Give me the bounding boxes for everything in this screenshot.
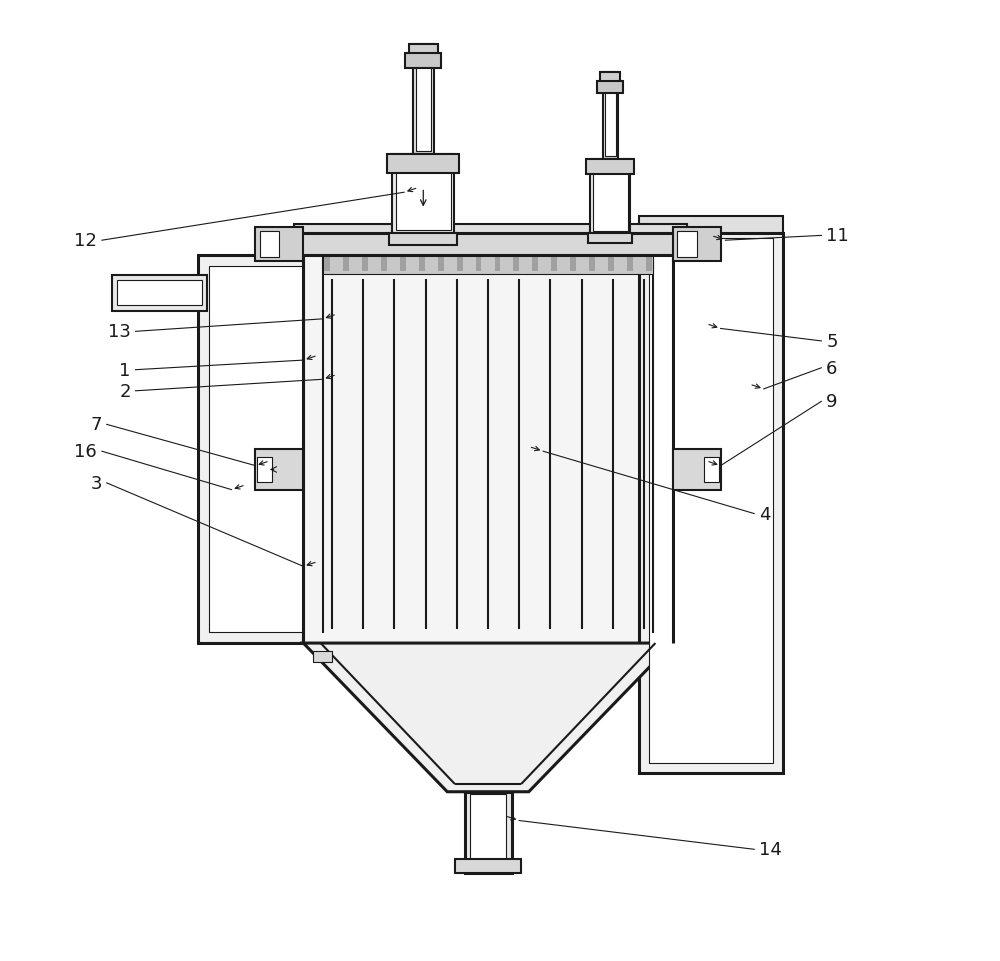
- Text: 5: 5: [826, 333, 838, 351]
- Bar: [392, 155, 454, 234]
- Bar: [673, 256, 764, 644]
- Bar: [209, 267, 303, 632]
- Text: 7: 7: [90, 416, 102, 434]
- Bar: [649, 239, 773, 763]
- Bar: [257, 457, 272, 482]
- Bar: [455, 859, 521, 874]
- Bar: [389, 234, 457, 246]
- Text: 14: 14: [759, 841, 782, 858]
- Polygon shape: [303, 644, 673, 792]
- Bar: [593, 162, 628, 232]
- Bar: [476, 259, 481, 272]
- Text: 3: 3: [90, 475, 102, 492]
- Bar: [597, 82, 623, 94]
- Bar: [639, 234, 783, 773]
- Bar: [362, 259, 368, 272]
- Bar: [600, 73, 620, 83]
- Bar: [590, 160, 630, 234]
- Bar: [117, 282, 202, 307]
- Text: 16: 16: [74, 443, 97, 460]
- Bar: [513, 259, 519, 272]
- Bar: [465, 792, 512, 874]
- Bar: [470, 794, 506, 871]
- Bar: [255, 228, 303, 262]
- Text: 9: 9: [826, 393, 838, 411]
- Bar: [405, 54, 441, 68]
- Text: 6: 6: [826, 359, 838, 378]
- Bar: [413, 44, 434, 155]
- Text: 12: 12: [74, 232, 97, 250]
- Polygon shape: [677, 232, 697, 259]
- Text: 11: 11: [826, 227, 849, 245]
- Bar: [294, 225, 687, 234]
- Bar: [704, 457, 719, 482]
- Bar: [255, 450, 303, 490]
- Bar: [627, 259, 633, 272]
- Bar: [673, 228, 721, 262]
- Bar: [551, 259, 557, 272]
- Bar: [586, 160, 634, 175]
- Bar: [112, 276, 207, 312]
- Polygon shape: [260, 232, 279, 259]
- Bar: [396, 159, 451, 231]
- Bar: [313, 651, 332, 662]
- Bar: [400, 259, 406, 272]
- Bar: [605, 76, 616, 157]
- Bar: [588, 234, 632, 244]
- Bar: [673, 450, 721, 490]
- Bar: [343, 259, 349, 272]
- Bar: [646, 259, 652, 272]
- Bar: [416, 47, 431, 152]
- Bar: [419, 259, 425, 272]
- Text: 13: 13: [108, 323, 131, 341]
- Bar: [323, 256, 653, 275]
- Text: 4: 4: [759, 505, 770, 523]
- Bar: [457, 259, 463, 272]
- Bar: [674, 267, 752, 632]
- Bar: [608, 259, 614, 272]
- Bar: [303, 246, 673, 644]
- Bar: [639, 217, 783, 234]
- Text: 2: 2: [119, 382, 131, 401]
- Bar: [438, 259, 444, 272]
- Bar: [284, 234, 697, 256]
- Bar: [387, 155, 459, 174]
- Bar: [409, 44, 438, 56]
- Text: 1: 1: [119, 361, 131, 380]
- Bar: [381, 259, 387, 272]
- Bar: [532, 259, 538, 272]
- Bar: [495, 259, 500, 272]
- Bar: [589, 259, 595, 272]
- Bar: [603, 73, 618, 160]
- Bar: [198, 256, 303, 644]
- Bar: [324, 259, 330, 272]
- Bar: [570, 259, 576, 272]
